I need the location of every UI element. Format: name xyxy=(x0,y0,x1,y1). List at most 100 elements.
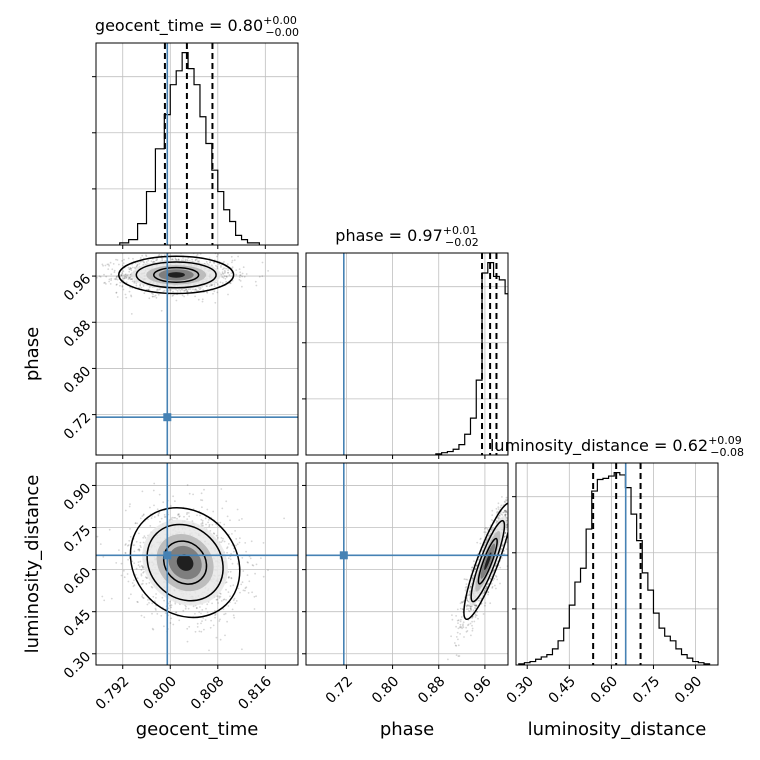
sample-point xyxy=(509,527,511,529)
sample-point xyxy=(240,583,243,586)
sample-point xyxy=(141,582,144,585)
sample-point xyxy=(222,276,225,279)
sample-point xyxy=(103,599,106,602)
sample-point xyxy=(128,505,131,508)
sample-point xyxy=(140,583,143,585)
sample-point xyxy=(512,484,514,486)
sample-point xyxy=(139,284,141,286)
sample-point xyxy=(469,585,472,588)
sample-point xyxy=(255,563,258,566)
sample-point xyxy=(501,557,503,559)
x-tick-label: 0.816 xyxy=(235,673,275,713)
sample-point xyxy=(223,242,225,244)
sample-point xyxy=(461,601,464,604)
sample-point xyxy=(148,286,151,289)
sample-point xyxy=(504,513,506,516)
sample-point xyxy=(504,535,506,538)
sample-point xyxy=(248,580,251,583)
sample-point xyxy=(226,263,229,265)
sample-point xyxy=(235,269,238,271)
sample-point xyxy=(220,266,222,268)
sample-point xyxy=(186,291,188,293)
sample-point xyxy=(184,607,187,610)
sample-point xyxy=(186,511,189,514)
sample-point xyxy=(451,618,454,621)
sample-point xyxy=(147,288,150,291)
sample-point xyxy=(444,673,446,675)
sample-point xyxy=(136,264,139,266)
sample-point xyxy=(232,599,235,602)
sample-point xyxy=(459,620,462,623)
sample-point xyxy=(140,569,143,571)
sample-point xyxy=(163,625,165,628)
sample-point xyxy=(133,562,136,565)
sample-point xyxy=(172,290,174,293)
sample-point xyxy=(211,264,213,267)
sample-point xyxy=(163,514,166,516)
sample-point xyxy=(450,635,452,638)
sample-point xyxy=(222,268,224,271)
sample-point xyxy=(144,536,147,539)
sample-point xyxy=(222,598,225,601)
sample-point xyxy=(466,604,469,607)
density-level xyxy=(167,272,185,278)
sample-point xyxy=(130,294,132,297)
sample-point xyxy=(154,294,157,297)
sample-point xyxy=(226,515,229,518)
sample-point xyxy=(224,271,227,273)
sample-point xyxy=(115,277,117,280)
sample-point xyxy=(83,294,85,296)
sample-point xyxy=(174,602,177,605)
sample-point xyxy=(175,299,178,302)
sample-point xyxy=(135,266,138,268)
sample-point xyxy=(128,270,131,273)
sample-point xyxy=(480,537,482,540)
sample-point xyxy=(147,288,150,291)
sample-point xyxy=(140,546,142,548)
sample-point xyxy=(241,272,244,275)
sample-point xyxy=(138,548,141,551)
sample-point xyxy=(139,257,142,259)
sample-point xyxy=(230,577,233,579)
sample-point xyxy=(145,255,148,258)
sample-point xyxy=(119,275,122,278)
sample-point xyxy=(133,280,136,282)
sample-point xyxy=(122,270,125,273)
sample-point xyxy=(194,259,197,262)
sample-point xyxy=(467,610,470,612)
sample-point xyxy=(221,539,224,542)
sample-point xyxy=(131,263,133,266)
sample-point xyxy=(104,281,106,284)
sample-point xyxy=(170,606,173,609)
sample-point xyxy=(183,515,185,518)
sample-point xyxy=(133,266,136,269)
sample-point xyxy=(120,574,123,577)
sample-point xyxy=(247,592,250,594)
sample-point xyxy=(462,624,464,627)
sample-point xyxy=(209,626,212,629)
sample-point xyxy=(127,266,130,269)
sample-point xyxy=(512,517,514,519)
sample-point xyxy=(137,564,140,567)
sample-point xyxy=(123,274,125,277)
sample-point xyxy=(480,597,482,599)
sample-point xyxy=(495,587,497,590)
sample-point xyxy=(485,587,488,589)
sample-point xyxy=(242,570,245,572)
sample-point xyxy=(150,585,153,588)
sample-point xyxy=(196,626,199,628)
grid-lines xyxy=(306,253,508,455)
sample-point xyxy=(152,295,154,298)
contour-line xyxy=(162,540,208,585)
sample-point xyxy=(466,599,469,601)
sample-point xyxy=(139,517,142,520)
sample-point xyxy=(496,510,499,513)
sample-point xyxy=(136,577,139,579)
sample-point xyxy=(158,493,161,496)
y-axis-label-luminosity_distance: luminosity_distance xyxy=(22,475,43,654)
sample-point xyxy=(509,475,511,477)
sample-point xyxy=(143,261,146,264)
sample-point xyxy=(176,290,179,292)
sample-point xyxy=(156,613,159,615)
sample-point xyxy=(229,519,231,522)
